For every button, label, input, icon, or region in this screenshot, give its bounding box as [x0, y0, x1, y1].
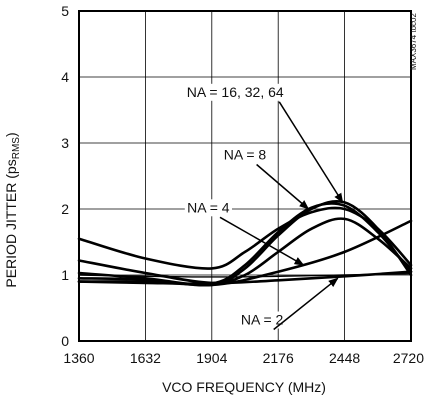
- annotation-arrow: [278, 101, 344, 204]
- series-line: [78, 272, 412, 278]
- y-tick-label: 5: [61, 3, 69, 19]
- x-tick-label: 2176: [263, 350, 294, 366]
- series-line: [77, 199, 413, 287]
- series-annotation-label: NA = 2: [241, 312, 284, 328]
- y-tick-label: 3: [61, 135, 69, 151]
- x-tick-labels: 1360 1632 1904 2176 2448 2720: [63, 350, 424, 366]
- x-axis-title: VCO FREQUENCY (MHz): [162, 379, 326, 395]
- y-tick-labels: 0 1 2 3 4 5: [61, 3, 69, 349]
- series-line: [77, 217, 413, 285]
- plot-frame: [78, 10, 412, 342]
- x-tick-label: 1904: [196, 350, 227, 366]
- annotation-label-background: [179, 83, 292, 101]
- annotation-label-background: [221, 146, 269, 164]
- series-line: [77, 219, 413, 287]
- y-axis-title-close: ): [3, 132, 19, 137]
- y-tick-label: 0: [61, 333, 69, 349]
- y-tick-label: 1: [61, 267, 69, 283]
- series-layer: [77, 199, 413, 287]
- y-axis-title: PERIOD JITTER (psRMS): [3, 132, 22, 287]
- series-annotation-label: NA = 16, 32, 64: [187, 84, 284, 100]
- y-axis-title-main: PERIOD JITTER (ps: [3, 159, 19, 287]
- y-tick-label: 2: [61, 201, 69, 217]
- x-tick-label: 2448: [329, 350, 360, 366]
- series-annotation-label: NA = 4: [187, 199, 230, 215]
- annotation-label-background: [184, 199, 232, 217]
- annotation-arrow: [219, 216, 305, 266]
- annotation-arrow: [273, 277, 339, 331]
- y-axis-title-sub: RMS: [11, 137, 22, 160]
- x-tick-label: 2720: [393, 350, 424, 366]
- series-annotation-label: NA = 8: [224, 147, 267, 163]
- annotation-layer: NA = 16, 32, 64 NA = 8 NA = 4 NA = 2: [179, 83, 344, 331]
- annotation-label-background: [238, 311, 286, 329]
- x-tick-label: 1632: [130, 350, 161, 366]
- x-tick-label: 1360: [63, 350, 94, 366]
- series-line: [77, 206, 413, 270]
- annotation-arrow: [256, 163, 310, 210]
- grid: [78, 10, 412, 342]
- y-tick-label: 4: [61, 69, 69, 85]
- figure-code: MAX3674 toc02: [409, 13, 418, 70]
